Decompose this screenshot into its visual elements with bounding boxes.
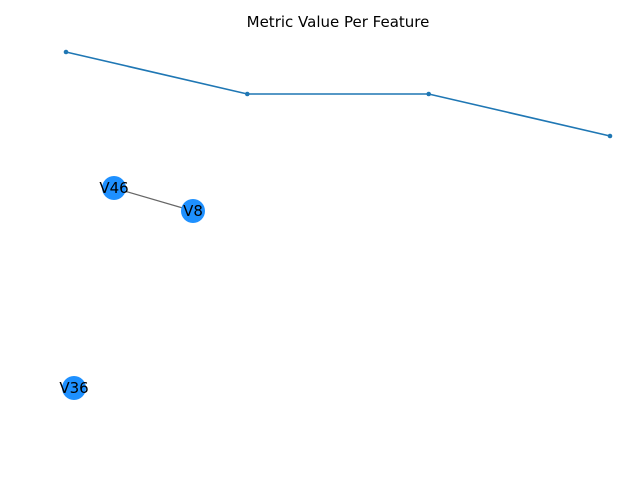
node-label: V46 xyxy=(99,179,128,197)
network-edge-V46-V8 xyxy=(113,187,194,212)
network-edges xyxy=(113,187,194,212)
node-circle xyxy=(102,176,126,200)
chart-title: Metric Value Per Feature xyxy=(247,13,430,31)
line-chart xyxy=(63,49,613,139)
data-point-2 xyxy=(426,91,432,97)
network-node-V46: V46 xyxy=(99,176,129,200)
node-label: V36 xyxy=(59,379,88,397)
data-point-1 xyxy=(245,91,250,97)
network-nodes: V46 V8 V36 xyxy=(59,176,205,400)
node-circle xyxy=(181,199,205,223)
node-label: V8 xyxy=(183,202,203,220)
series-line-0 xyxy=(65,51,611,137)
network-node-V8: V8 xyxy=(181,199,205,223)
data-point-3 xyxy=(607,133,613,139)
node-circle xyxy=(62,376,86,400)
network-node-V36: V36 xyxy=(59,376,89,400)
data-point-0 xyxy=(63,49,69,55)
